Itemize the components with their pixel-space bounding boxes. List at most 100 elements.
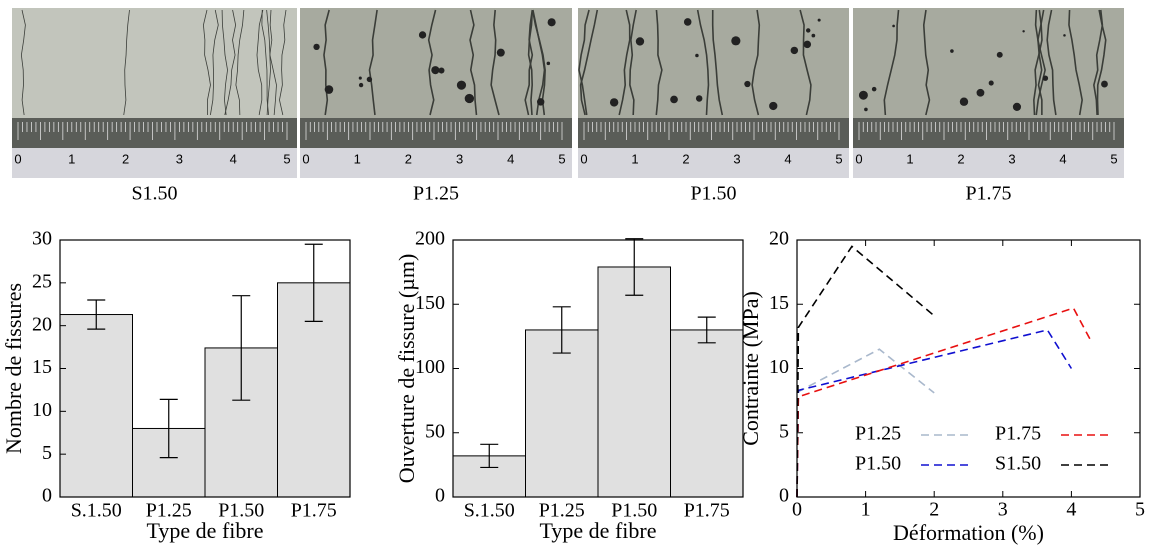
y-tick-label: 0 <box>779 485 789 507</box>
ruler-label: 1 <box>906 151 913 166</box>
x-tick-label: 2 <box>929 499 939 521</box>
crack <box>256 9 264 116</box>
photo-caption: P1.50 <box>690 183 736 205</box>
crack <box>221 9 228 116</box>
ruler-label: 2 <box>957 151 964 166</box>
pore <box>358 82 364 88</box>
y-tick-label: 50 <box>425 420 445 442</box>
pore <box>683 18 692 26</box>
x-tick-label: 0 <box>792 499 802 521</box>
crack <box>490 9 500 116</box>
y-tick-label: 5 <box>42 442 52 464</box>
pore <box>817 18 821 22</box>
pore <box>790 46 799 55</box>
ruler-label: 5 <box>1110 151 1117 166</box>
pore <box>1042 75 1049 81</box>
x-axis-label: Déformation (%) <box>893 520 1044 545</box>
crack <box>799 9 812 116</box>
crack <box>323 9 330 116</box>
x-tick-label: P1.50 <box>218 500 264 522</box>
pore <box>811 33 816 38</box>
photo-caption: P1.75 <box>965 183 1011 205</box>
y-axis-label: Ouverture de fissure (µm) <box>394 254 419 484</box>
pore <box>366 76 373 83</box>
y-tick-label: 20 <box>32 313 52 335</box>
pore <box>438 67 445 74</box>
crack <box>368 9 378 116</box>
bar <box>59 314 133 498</box>
pore <box>805 28 811 33</box>
crack <box>266 9 273 116</box>
pore <box>464 93 475 104</box>
y-tick-label: 15 <box>769 292 789 314</box>
crack <box>531 9 546 116</box>
x-tick-label: 5 <box>1135 499 1145 521</box>
photo-caption: S1.50 <box>131 183 177 205</box>
axes-frame <box>59 239 351 498</box>
ruler-label: 3 <box>176 151 183 166</box>
crack <box>210 9 219 116</box>
x-axis-label: Type de fibre <box>147 518 264 543</box>
pore <box>803 40 812 49</box>
x-tick-label: P1.25 <box>539 500 585 522</box>
axes-frame <box>452 239 744 498</box>
y-tick-label: 0 <box>435 485 445 507</box>
crack <box>527 9 534 116</box>
ruler-base <box>853 148 1124 178</box>
photo-shade <box>12 8 297 118</box>
pore <box>313 43 320 51</box>
y-tick-label: 0 <box>42 485 52 507</box>
pore <box>976 88 985 97</box>
crack <box>261 9 270 116</box>
x-tick-label: P1.50 <box>611 500 657 522</box>
crack <box>922 9 931 116</box>
y-tick-label: 15 <box>32 356 52 378</box>
y-tick-label: 100 <box>415 356 445 378</box>
crack <box>279 9 287 116</box>
ruler-label: 3 <box>456 151 463 166</box>
crack <box>696 9 710 116</box>
ruler-label: 4 <box>230 151 237 166</box>
legend-label: P1.75 <box>995 423 1041 445</box>
ruler-label: 4 <box>1059 151 1066 166</box>
x-tick-label: 4 <box>1066 499 1076 521</box>
pore <box>871 86 877 92</box>
pore <box>731 36 741 46</box>
crack <box>1035 9 1046 116</box>
bar <box>525 329 599 498</box>
x-tick-label: P1.25 <box>146 500 192 522</box>
ruler-label: 5 <box>835 151 842 166</box>
y-tick-label: 25 <box>32 270 52 292</box>
y-axis-label: Contrainte (MPa) <box>738 291 763 446</box>
pore <box>456 80 467 90</box>
y-axis-label: Nombre de fissures <box>1 283 26 454</box>
ruler-base <box>578 148 849 178</box>
crack <box>655 9 663 116</box>
ruler-label: 2 <box>405 151 412 166</box>
crack <box>1046 9 1057 116</box>
pore <box>358 76 362 80</box>
ruler-label: 3 <box>1008 151 1015 166</box>
ruler-label: 0 <box>580 151 587 166</box>
crack <box>1068 9 1083 116</box>
ruler-label: 4 <box>784 151 791 166</box>
pore <box>547 18 556 27</box>
ruler <box>853 118 1124 148</box>
crack <box>751 9 761 116</box>
y-tick-label: 30 <box>32 228 52 250</box>
ruler <box>300 118 572 148</box>
ruler-label: 1 <box>631 151 638 166</box>
pore <box>959 97 969 106</box>
pore <box>609 98 619 107</box>
crack <box>883 9 900 116</box>
crack <box>711 9 724 116</box>
pore <box>536 98 545 106</box>
crack <box>629 9 637 116</box>
crack <box>203 9 211 116</box>
pore <box>635 37 645 46</box>
y-tick-label: 10 <box>32 399 52 421</box>
x-axis-label: Type de fibre <box>540 518 657 543</box>
x-tick-label: 3 <box>998 499 1008 521</box>
pore <box>431 66 440 75</box>
